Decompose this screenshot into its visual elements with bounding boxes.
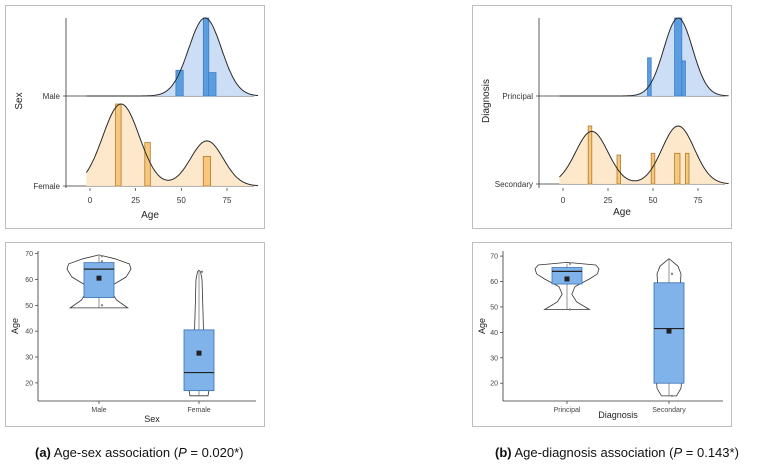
- x-axis-title: Age: [141, 210, 159, 221]
- x-tick-label: 25: [131, 196, 140, 205]
- diagnosis-violin-panel: 20 30 40 50 60 70 Principal Secondary Diagnosis A…: [472, 242, 732, 427]
- histogram-bar-male: [208, 72, 217, 97]
- data-point: [670, 272, 674, 276]
- group-label-male: Male: [43, 92, 61, 101]
- y-tick-label: 50: [490, 304, 498, 311]
- histogram-bar-principal: [674, 17, 683, 97]
- y-tick-label: 30: [25, 355, 33, 362]
- data-point: [100, 260, 104, 263]
- x-tick-label: Male: [91, 407, 106, 414]
- sex-density-chart: Male Female 0 25 50 75 Age Sex: [14, 17, 259, 221]
- y-tick-label: 60: [490, 279, 498, 286]
- data-point: [200, 270, 204, 273]
- caption-b-p: P: [673, 445, 683, 460]
- diagnosis-violin-chart: 20 30 40 50 60 70 Principal Secondary Diagnosis A…: [477, 251, 723, 420]
- x-tick-label: 75: [223, 196, 232, 205]
- histogram-bar-principal: [647, 57, 652, 97]
- density-area-principal: [559, 18, 729, 96]
- sex-density-panel: Male Female 0 25 50 75 Age Sex: [5, 5, 265, 229]
- data-point: [568, 262, 572, 265]
- group-label-female: Female: [33, 182, 60, 191]
- x-tick-label: 0: [561, 196, 566, 205]
- data-point: [568, 308, 572, 311]
- histogram-bar-secondary: [587, 125, 593, 185]
- diagnosis-density-chart: Principal Secondary 0 25 50 75 Age Diagnosis: [481, 17, 729, 218]
- density-line-female: [85, 103, 259, 187]
- density-area-secondary: [559, 126, 729, 184]
- y-tick-label: 20: [25, 380, 33, 387]
- y-tick-label: 70: [490, 254, 498, 261]
- y-axis-title: Diagnosis: [481, 79, 492, 123]
- diagnosis-density-panel: Principal Secondary 0 25 50 75 Age Diagnosis: [472, 5, 732, 229]
- box-female: [183, 329, 215, 392]
- y-axis-title: Sex: [14, 92, 25, 109]
- x-tick-label: Principal: [554, 407, 581, 414]
- histogram-bar-principal: [681, 60, 686, 97]
- caption-a-text: Age-sex association (: [50, 445, 179, 460]
- histogram-bar-female: [202, 156, 212, 187]
- y-tick-label: 50: [25, 303, 33, 310]
- y-tick-label: 20: [490, 381, 498, 388]
- sex-violin-panel: 20 30 40 50 60 70 Male Female Sex Age: [5, 242, 265, 427]
- y-tick-label: 40: [490, 330, 498, 337]
- histogram-bar-secondary: [674, 152, 681, 185]
- x-tick-label: 50: [177, 196, 186, 205]
- histogram-bar-secondary: [684, 152, 690, 185]
- data-point: [100, 254, 104, 258]
- caption-a-value: = 0.020*): [186, 445, 244, 460]
- caption-a-p: P: [178, 445, 187, 460]
- caption-b-label: (b): [495, 445, 512, 460]
- sex-violin-chart: 20 30 40 50 60 70 Male Female Sex Age: [10, 251, 256, 424]
- y-tick-label: 60: [25, 277, 33, 284]
- x-tick-label: 0: [88, 196, 93, 205]
- histogram-bar-secondary: [616, 154, 621, 185]
- density-line-male: [86, 17, 259, 97]
- density-area-female: [86, 104, 259, 186]
- y-tick-label: 70: [25, 251, 33, 258]
- x-axis-title: Sex: [144, 414, 160, 424]
- y-tick-label: 40: [25, 329, 33, 336]
- mean-marker: [666, 328, 672, 334]
- mean-marker: [96, 275, 102, 281]
- x-tick-label: Female: [187, 407, 210, 414]
- x-tick-label: 50: [649, 196, 658, 205]
- caption-a: (a) Age-sex association (P = 0.020*): [35, 445, 244, 460]
- x-tick-label: 75: [694, 196, 703, 205]
- histogram-bar-female: [144, 142, 151, 187]
- histogram-bar-female: [115, 103, 122, 187]
- data-point: [100, 304, 104, 307]
- x-axis-title: Diagnosis: [598, 410, 638, 420]
- x-tick-label: 25: [604, 196, 613, 205]
- density-line-principal: [559, 17, 729, 97]
- caption-b-value: = 0.143*): [682, 445, 739, 460]
- histogram-bar-male: [202, 17, 210, 97]
- density-area-male: [86, 18, 259, 96]
- group-label-secondary: Secondary: [495, 180, 533, 189]
- x-tick-label: Secondary: [652, 407, 686, 414]
- y-tick-label: 30: [490, 355, 498, 362]
- x-axis-title: Age: [613, 207, 631, 218]
- box-principal: [551, 267, 583, 285]
- y-axis-title: Age: [10, 318, 20, 334]
- group-label-principal: Principal: [502, 92, 533, 101]
- mean-marker: [196, 350, 202, 356]
- histogram-bar-male: [175, 69, 184, 97]
- caption-b: (b) Age-diagnosis association (P = 0.143…: [495, 445, 739, 460]
- density-line-secondary: [559, 125, 729, 184]
- mean-marker: [564, 276, 570, 282]
- y-axis-title: Age: [477, 318, 487, 334]
- caption-a-label: (a): [35, 445, 51, 460]
- caption-b-text: Age-diagnosis association (: [511, 445, 674, 460]
- data-point: [670, 394, 674, 398]
